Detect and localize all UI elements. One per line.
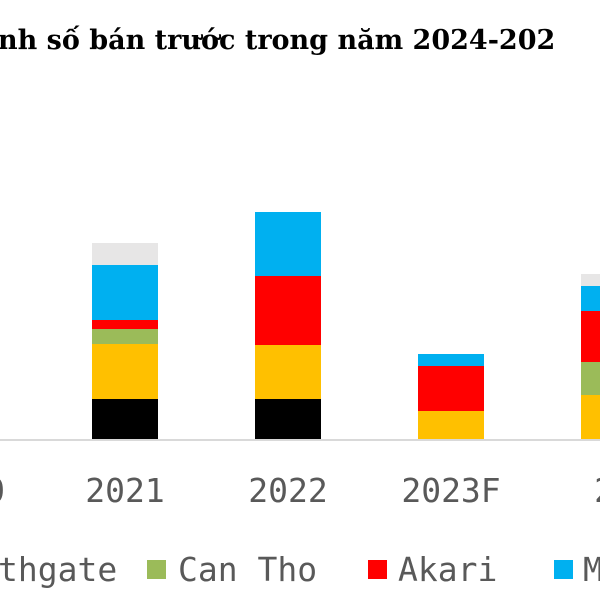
legend-label-akari: Akari: [398, 550, 497, 589]
legend-label-thgate: thgate: [0, 550, 117, 589]
x-tick-label-2022: 2022: [248, 471, 327, 510]
bar-segment-2022-mi: [255, 212, 321, 276]
legend-swatch-akari: [368, 560, 387, 579]
bar-segment-2022-akari: [255, 276, 321, 345]
bar-segment-20-akari: [581, 311, 600, 362]
x-tick-labels: 0 2021 2022 2023F 20: [0, 471, 600, 510]
legend-swatch-mi: [554, 560, 573, 579]
bar-segment-2021-akari: [92, 320, 158, 329]
bar-segment-20-mi: [581, 286, 600, 311]
legend-swatch-can-tho: [147, 560, 166, 579]
bar-segment-2023F-mi: [418, 354, 484, 366]
bar-segment-2023F-series-1: [418, 411, 484, 440]
x-tick-label-0: 0: [0, 471, 5, 510]
legend-label-mi: Mi: [583, 550, 600, 589]
bar-segment-2021-mi: [92, 265, 158, 320]
bar-segment-20-can-tho: [581, 362, 600, 395]
chart-title: nh số bán trước trong năm 2024-202: [0, 24, 555, 56]
bar-segment-2021-series-5: [92, 243, 158, 265]
x-tick-label-2021: 2021: [85, 471, 164, 510]
legend: thgate Can Tho Akari Mi: [0, 550, 600, 589]
bar-segment-20-series-5: [581, 274, 600, 286]
bar-segment-2022-thgate: [255, 399, 321, 440]
bar-segment-2021-series-1: [92, 344, 158, 399]
legend-label-can-tho: Can Tho: [178, 550, 317, 589]
bar-segment-2023F-akari: [418, 366, 484, 411]
bar-segment-20-series-1: [581, 395, 600, 440]
x-tick-label-20: 20: [594, 471, 600, 510]
bar-segment-2021-can-tho: [92, 329, 158, 344]
x-tick-label-2023f: 2023F: [401, 471, 500, 510]
bar-segment-2022-series-1: [255, 345, 321, 399]
bars-group: [92, 212, 600, 440]
bar-segment-2021-thgate: [92, 399, 158, 440]
